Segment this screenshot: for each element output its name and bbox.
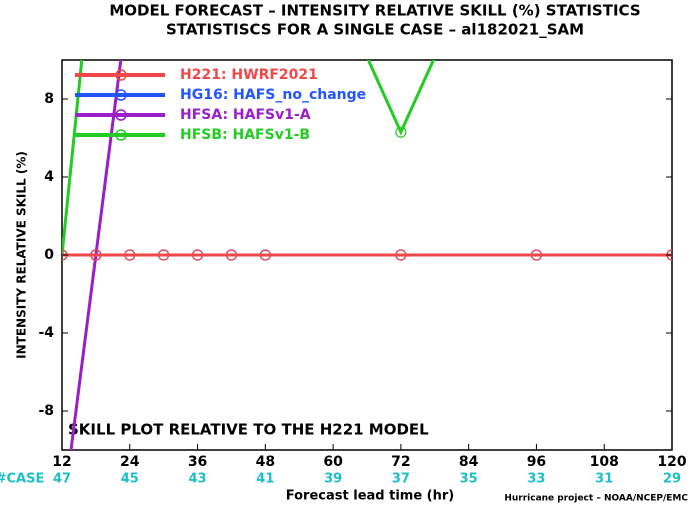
y-tick-label: 4 xyxy=(44,169,54,185)
x-tick-label: 60 xyxy=(323,454,343,470)
legend-label: HG16: HAFS_no_change xyxy=(180,87,366,103)
annotation: SKILL PLOT RELATIVE TO THE H221 MODEL xyxy=(68,421,429,439)
legend-marker xyxy=(115,109,127,121)
data-point xyxy=(191,249,204,261)
data-point xyxy=(90,249,102,261)
y-tick-label: 8 xyxy=(44,91,54,107)
y-axis-label: INTENSITY RELATIVE SKILL (%) xyxy=(15,151,29,359)
legend-marker xyxy=(115,69,127,81)
data-point xyxy=(395,126,407,138)
legend-marker xyxy=(115,89,127,101)
chart-title: MODEL FORECAST – INTENSITY RELATIVE SKIL… xyxy=(109,2,640,20)
case-count: 47 xyxy=(53,472,71,487)
case-count: 33 xyxy=(527,472,545,487)
case-count: 41 xyxy=(256,472,274,487)
case-count: 35 xyxy=(460,472,478,487)
x-tick-label: 120 xyxy=(657,454,686,470)
case-count: 37 xyxy=(392,472,410,487)
series-line xyxy=(62,60,436,256)
data-point xyxy=(259,249,271,261)
x-tick-label: 72 xyxy=(391,454,410,470)
data-point xyxy=(530,249,543,261)
x-tick-label: 24 xyxy=(120,454,140,470)
legend-marker xyxy=(115,129,127,141)
case-count: 29 xyxy=(663,472,681,487)
case-count: 45 xyxy=(121,472,139,487)
x-tick-label: 12 xyxy=(52,454,71,470)
x-tick-label: 84 xyxy=(459,454,479,470)
legend-label: HFSA: HAFSv1-A xyxy=(180,107,311,123)
data-point xyxy=(225,249,238,261)
data-point xyxy=(395,249,407,261)
x-tick-label: 108 xyxy=(590,454,619,470)
data-point xyxy=(124,249,136,261)
case-count: 43 xyxy=(189,472,207,487)
case-count: 31 xyxy=(595,472,613,487)
x-tick-label: 96 xyxy=(527,454,546,470)
legend-label: H221: HWRF2021 xyxy=(180,67,318,83)
y-tick-label: -8 xyxy=(38,403,54,419)
case-label: #CASE xyxy=(0,472,44,487)
legend-label: HFSB: HAFSv1-B xyxy=(180,127,310,143)
footer: Hurricane project – NOAA/NCEP/EMC xyxy=(504,494,688,504)
x-tick-label: 36 xyxy=(188,454,207,470)
chart-subtitle: STATISTISCS FOR A SINGLE CASE – al182021… xyxy=(166,21,584,39)
x-tick-label: 48 xyxy=(256,454,275,470)
case-count: 39 xyxy=(324,472,342,487)
x-axis-label: Forecast lead time (hr) xyxy=(286,489,454,504)
data-point xyxy=(158,249,170,261)
y-tick-label: -4 xyxy=(38,325,54,341)
y-tick-label: 0 xyxy=(44,247,54,263)
